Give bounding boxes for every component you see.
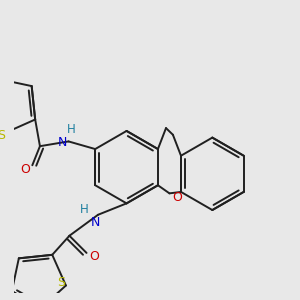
Text: N: N — [58, 136, 68, 149]
Text: N: N — [90, 216, 100, 229]
Text: S: S — [57, 276, 65, 289]
Text: O: O — [172, 191, 182, 204]
Text: O: O — [89, 250, 99, 263]
Text: O: O — [20, 163, 30, 176]
Text: H: H — [80, 202, 89, 216]
Text: H: H — [67, 124, 76, 136]
Text: S: S — [0, 129, 5, 142]
